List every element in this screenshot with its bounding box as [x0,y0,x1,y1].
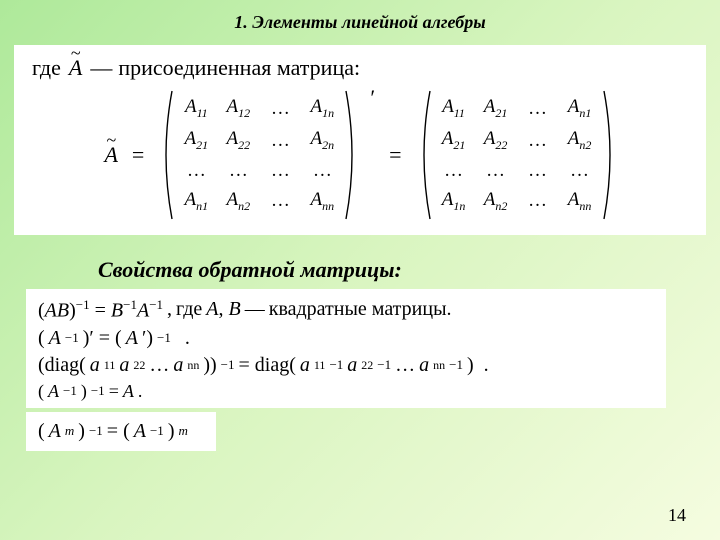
matrix-row: A21 A22 … An2 [438,128,596,153]
left-paren-open [158,89,174,221]
matrix-row: A21 A22 … A2n [180,128,338,153]
right-paren-close [602,89,618,221]
matrix-cell: … [522,190,554,212]
matrix-cell: … [222,160,254,182]
matrix-cell: … [438,160,470,182]
matrix-row: An1 An2 … Ann [180,189,338,214]
prop1-comma: , [167,298,172,321]
matrix-cell: Ann [564,189,596,214]
matrix-cell: … [264,160,296,182]
lhs-symbol: ~ A [104,142,117,168]
property-5-panel: (Am)−1 = (A−1)m [26,412,216,451]
matrix-cell: A2n [306,128,338,153]
equals-2: = [389,142,401,168]
matrix-cell: An2 [564,128,596,153]
adjoint-symbol: ~ A [69,55,82,81]
matrix-cell: A11 [438,96,470,121]
matrix-cell: A21 [438,128,470,153]
adjoint-equation: ~ A = A11 A12 … A1n A21 A22 … A2n … … … … An1 An2 … Ann… [32,89,688,221]
property-1: (AB)−1 = B−1A−1 , где A, B — квадратные … [38,297,654,323]
properties-panel: (AB)−1 = B−1A−1 , где A, B — квадратные … [26,289,666,408]
matrix-cell: A21 [480,96,512,121]
matrix-cell: … [564,160,596,182]
intro-suffix: присоединенная матрица: [118,55,360,81]
matrix-row: … … … … [180,160,338,182]
matrix-cell: … [522,130,554,152]
prop1-dash: — [245,298,265,321]
matrix-cell: An2 [480,189,512,214]
left-paren-close [344,89,360,221]
matrix-row: … … … … [438,160,596,182]
matrix-cell: A1n [438,189,470,214]
prop1-tail: квадратные матрицы. [269,298,452,321]
matrix-row: A1n An2 … Ann [438,189,596,214]
definition-panel: где ~ A — присоединенная матрица: ~ A = … [14,45,706,235]
intro-dash: — [90,55,112,81]
matrix-cell: An1 [180,189,212,214]
matrix-cell: … [480,160,512,182]
matrix-right-body: A11 A21 … An1 A21 A22 … An2 … … … … A1n An2 … Ann [432,89,602,221]
matrix-cell: A12 [222,96,254,121]
matrix-cell: … [522,98,554,120]
section-title: 1. Элементы линейной алгебры [0,0,720,33]
matrix-row: A11 A21 … An1 [438,96,596,121]
matrix-cell: An1 [564,96,596,121]
property-4: (A−1)−1=A. [38,381,654,402]
property-2: (A−1)′ = (A′)−1 . [38,327,654,350]
matrix-cell: Ann [306,189,338,214]
matrix-right: A11 A21 … An1 A21 A22 … An2 … … … … A1n An2 … Ann [416,89,618,221]
intro-line: где ~ A — присоединенная матрица: [32,55,688,81]
matrix-cell: … [180,160,212,182]
equals-1: = [132,142,144,168]
matrix-cell: … [264,98,296,120]
matrix-cell: … [264,130,296,152]
properties-subtitle: Свойства обратной матрицы: [98,257,720,283]
matrix-row: A11 A12 … A1n [180,96,338,121]
matrix-cell: A1n [306,96,338,121]
right-paren-open [416,89,432,221]
prop1-where: где [176,298,202,321]
matrix-cell: … [522,160,554,182]
tilde-mark: ~ [71,43,81,64]
matrix-cell: A21 [180,128,212,153]
matrix-left: A11 A12 … A1n A21 A22 … A2n … … … … An1 An2 … Ann [158,89,360,221]
equation-lhs: ~ A = [102,142,150,168]
matrix-cell: … [264,190,296,212]
page-number: 14 [668,505,686,526]
property-3: (diag(a11 a22… ann))−1 = diag(a11−1 a22−… [38,354,654,377]
property-5: (Am)−1 = (A−1)m [38,420,204,443]
matrix-cell: A11 [180,96,212,121]
tilde-mark-2: ~ [106,130,116,151]
prop1-formula: (AB)−1 = B−1A−1 [38,297,163,323]
matrix-left-body: A11 A12 … A1n A21 A22 … A2n … … … … An1 An2 … Ann [174,89,344,221]
matrix-cell: … [306,160,338,182]
intro-prefix: где [32,55,61,81]
matrix-cell: A22 [480,128,512,153]
matrix-cell: A22 [222,128,254,153]
matrix-cell: An2 [222,189,254,214]
prop1-AB: A, B [206,298,240,321]
transpose-prime: ′ [370,85,375,111]
